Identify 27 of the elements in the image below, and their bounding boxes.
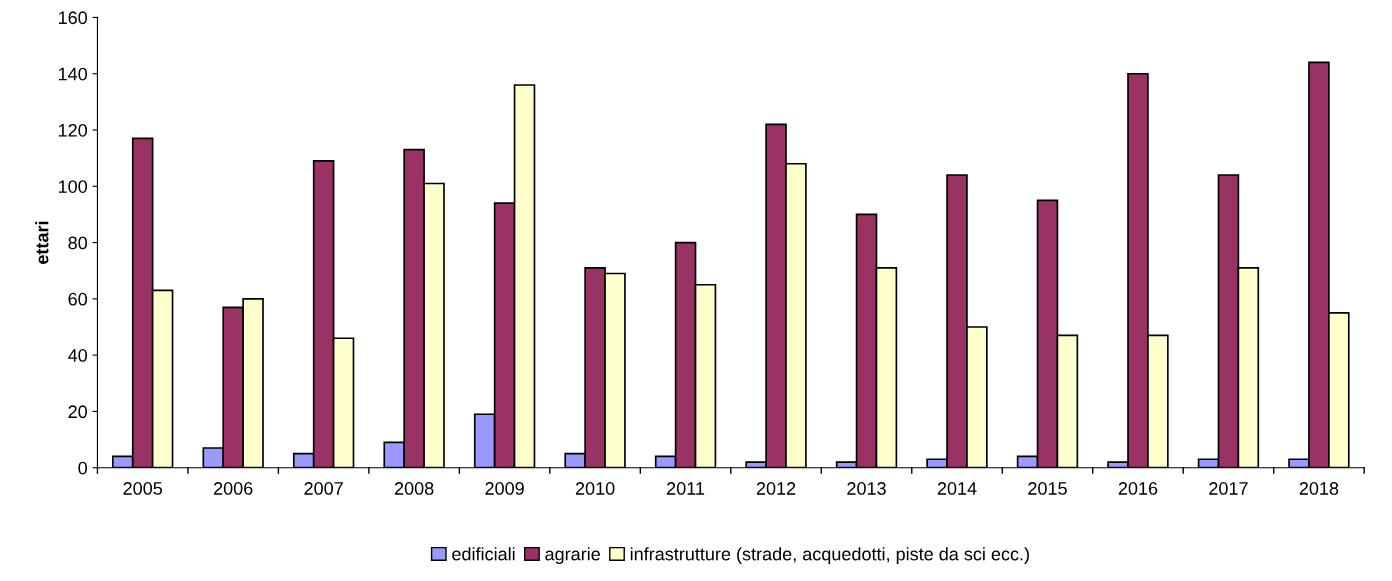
y-tick-label: 40	[68, 349, 88, 362]
x-tick-label: 2007	[304, 482, 343, 495]
legend-label: agrarie	[545, 547, 600, 565]
y-tick-label: 0	[78, 461, 88, 475]
x-tick-label: 2014	[937, 482, 977, 495]
legend-label: edificiali	[452, 547, 515, 561]
x-tick-label: 2013	[847, 482, 886, 495]
x-tick-label: 2006	[213, 482, 253, 495]
y-tick-label: 80	[68, 236, 88, 250]
y-tick-label: 60	[68, 292, 88, 306]
legend-label: infrastrutture (strade, acquedotti, piste da sci ecc.)	[630, 547, 1029, 565]
y-tick-label: 100	[58, 180, 88, 193]
y-tick-label: 20	[68, 405, 88, 419]
x-tick-label: 2016	[1118, 482, 1158, 495]
x-tick-label: 2017	[1209, 482, 1248, 495]
y-tick-label: 140	[58, 67, 88, 81]
x-tick-label: 2018	[1299, 482, 1339, 495]
x-tick-label: 2015	[1028, 482, 1067, 495]
x-tick-label: 2012	[756, 482, 796, 495]
x-tick-label: 2005	[123, 482, 163, 495]
y-tick-label: 160	[58, 11, 88, 25]
x-tick-label: 2011	[667, 482, 705, 495]
x-tick-label: 2009	[485, 482, 524, 495]
y-axis-title: ettari	[35, 221, 49, 264]
x-tick-label: 2008	[394, 482, 434, 495]
y-tick-label: 120	[58, 123, 88, 137]
x-tick-label: 2010	[575, 482, 615, 495]
